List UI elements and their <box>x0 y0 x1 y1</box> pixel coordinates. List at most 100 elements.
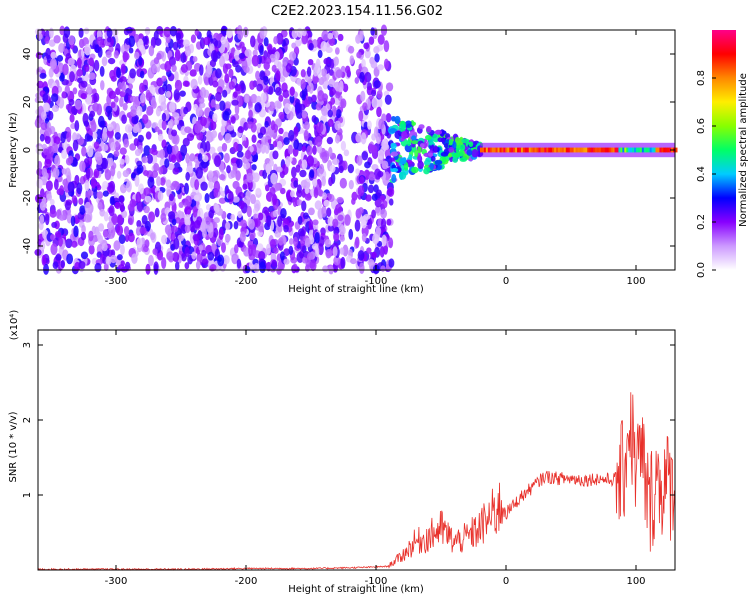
heatmap-cell <box>73 225 79 238</box>
heatmap-cell <box>236 95 243 108</box>
snr-x-axis-label: Height of straight line (km) <box>288 584 424 595</box>
heatmap-cell <box>234 244 239 254</box>
heatmap-cell <box>256 95 262 104</box>
heatmap-cell <box>320 68 328 77</box>
heatmap-cell <box>52 167 60 178</box>
heatmap-y-tick-label: 40 <box>22 48 33 61</box>
heatmap-cell <box>385 82 394 92</box>
heatmap-cell <box>235 170 241 181</box>
heatmap-cell <box>342 244 349 257</box>
heatmap-cell <box>302 212 309 220</box>
heatmap-cell <box>146 153 153 164</box>
heatmap-cell <box>291 29 299 39</box>
heatmap-cell <box>503 147 506 153</box>
heatmap-cell <box>335 91 341 99</box>
heatmap-cell <box>493 147 497 153</box>
snr-y-tick-label: 1 <box>22 492 33 498</box>
heatmap-cell <box>148 45 155 57</box>
heatmap-cell <box>148 254 154 267</box>
heatmap-cell <box>137 134 144 143</box>
heatmap-cell <box>354 236 360 249</box>
heatmap-cell <box>237 192 245 199</box>
heatmap-cell <box>144 239 150 248</box>
heatmap-cell <box>224 73 230 84</box>
heatmap-cell <box>327 109 333 118</box>
heatmap-cell <box>119 96 124 108</box>
heatmap-cell <box>121 81 126 93</box>
heatmap-cell <box>301 159 308 170</box>
heatmap-cell <box>41 196 47 204</box>
heatmap-cell <box>340 140 347 151</box>
heatmap-cell <box>136 201 144 212</box>
heatmap-cell <box>489 147 493 153</box>
heatmap-cell <box>269 186 276 196</box>
heatmap-cell <box>380 218 387 230</box>
heatmap-cell <box>333 227 340 235</box>
heatmap-cell <box>218 197 227 204</box>
snr-y-unit-label: (x10⁴) <box>9 310 20 341</box>
heatmap-cell <box>386 218 392 226</box>
snr-y-axis-label: SNR (10 * v/v) <box>8 411 19 482</box>
heatmap-cell <box>48 27 54 39</box>
heatmap-cell <box>333 56 339 66</box>
heatmap-cell <box>269 239 276 249</box>
heatmap-cell <box>83 213 92 223</box>
heatmap-cell <box>398 123 406 132</box>
heatmap-cell <box>301 33 308 45</box>
heatmap-cell <box>383 58 389 70</box>
heatmap-cell <box>230 170 236 178</box>
heatmap-cell <box>292 197 298 208</box>
heatmap-cell <box>61 168 67 175</box>
heatmap-cell <box>175 217 181 224</box>
heatmap-cell <box>370 27 375 36</box>
heatmap-cell <box>115 87 121 96</box>
heatmap-cell <box>388 258 395 268</box>
heatmap-cell <box>119 90 126 98</box>
heatmap-cell <box>306 145 313 156</box>
heatmap-cell <box>519 147 522 153</box>
heatmap-cell <box>499 147 502 153</box>
heatmap-cell <box>64 201 72 211</box>
heatmap-cell <box>581 147 584 153</box>
heatmap-cell <box>183 182 189 195</box>
heatmap-cell <box>246 121 254 129</box>
heatmap-cell <box>114 131 121 140</box>
heatmap-cell <box>185 153 190 164</box>
heatmap-cell <box>161 119 167 131</box>
heatmap-cell <box>485 147 489 153</box>
heatmap-cell <box>275 166 283 173</box>
heatmap-cell <box>323 199 330 207</box>
heatmap-cell <box>92 102 100 112</box>
heatmap-cell <box>258 251 266 261</box>
heatmap-cell <box>240 219 247 228</box>
heatmap-cell <box>538 147 541 153</box>
heatmap-cell <box>76 182 83 195</box>
heatmap-cell <box>327 32 334 40</box>
heatmap-cell <box>168 193 174 202</box>
heatmap-cell <box>173 89 180 101</box>
heatmap-cell <box>59 185 65 196</box>
heatmap-cell <box>110 101 116 109</box>
heatmap-cell <box>161 234 168 245</box>
heatmap-cell <box>164 224 172 235</box>
heatmap-cell <box>306 66 312 77</box>
heatmap-y-tick-label: -40 <box>22 238 33 254</box>
heatmap-cell <box>146 109 153 116</box>
heatmap-cell <box>335 203 342 214</box>
heatmap-cell <box>287 144 293 155</box>
heatmap-cell <box>375 132 382 145</box>
heatmap-cell <box>665 147 668 153</box>
heatmap-cell <box>122 102 128 111</box>
heatmap-cell <box>96 156 103 166</box>
heatmap-cell <box>362 102 368 111</box>
heatmap-cell <box>193 194 200 202</box>
heatmap-cell <box>44 213 50 226</box>
heatmap-cell <box>608 147 612 153</box>
heatmap-cell <box>495 147 499 153</box>
heatmap-cell <box>279 76 286 83</box>
colorbar-tick-label: 0.4 <box>696 166 707 182</box>
heatmap-cell <box>334 134 340 144</box>
heatmap-cell <box>184 126 192 134</box>
heatmap-cell <box>404 120 413 129</box>
heatmap-cell <box>272 193 278 206</box>
